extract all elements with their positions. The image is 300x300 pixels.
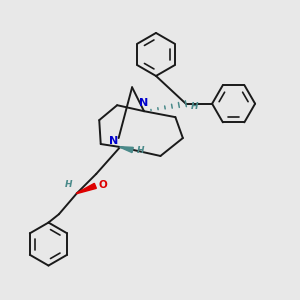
Text: H: H (65, 180, 72, 189)
Text: H: H (191, 102, 199, 111)
Text: N: N (139, 98, 148, 108)
Polygon shape (77, 183, 96, 194)
Text: H: H (137, 146, 144, 154)
Text: O: O (98, 180, 107, 190)
Text: N: N (109, 136, 118, 146)
Polygon shape (120, 147, 133, 153)
